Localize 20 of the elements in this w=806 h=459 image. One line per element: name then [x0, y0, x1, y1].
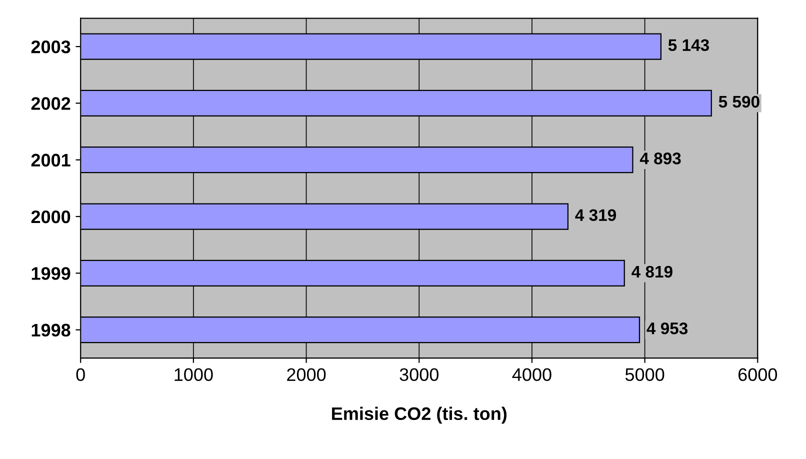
- y-tick-label: 2003: [31, 40, 70, 54]
- data-label: 4 819: [632, 266, 672, 278]
- x-tick-label: 6000: [738, 368, 778, 382]
- x-tick-label: 3000: [400, 368, 438, 382]
- x-axis-title: Emisie CO2 (tis. ton): [332, 406, 507, 424]
- x-tick-label: 2000: [287, 368, 326, 382]
- data-label: 4 953: [646, 322, 688, 334]
- x-tick-label: 0: [76, 368, 85, 382]
- y-tick-label: 2002: [31, 97, 70, 110]
- data-label: 5 143: [668, 39, 709, 52]
- y-tick-label: 1999: [32, 267, 70, 280]
- x-tick-label: 5000: [625, 368, 664, 382]
- y-tick-label: 1998: [32, 324, 70, 337]
- y-tick-label: 2001: [31, 154, 70, 167]
- data-label: 4 893: [640, 152, 681, 164]
- data-label: 4 319: [575, 209, 616, 222]
- data-label: 5 590: [718, 96, 760, 108]
- y-tick-label: 2000: [31, 210, 70, 224]
- x-tick-label: 4000: [512, 368, 552, 382]
- x-tick-label: 1000: [174, 368, 213, 382]
